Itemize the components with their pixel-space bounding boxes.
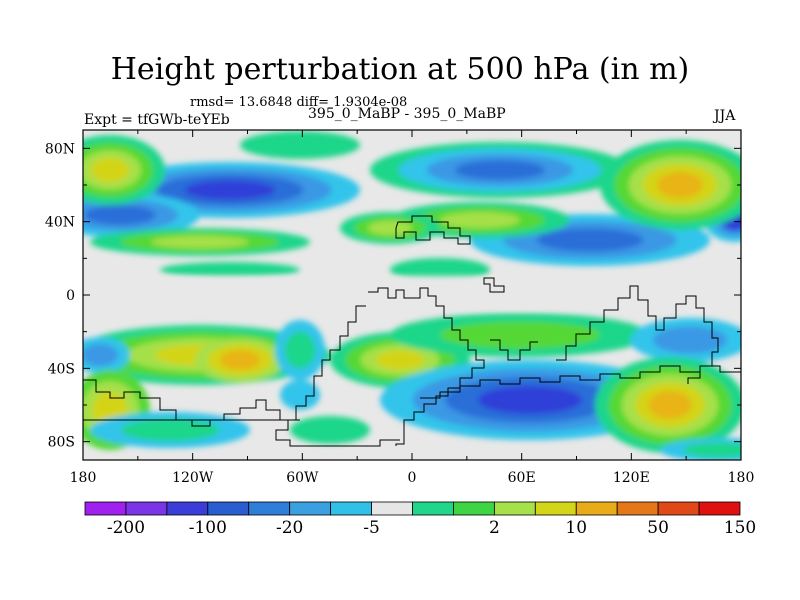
coastline-north-island <box>395 215 471 245</box>
colorbar-swatch <box>371 501 413 516</box>
colorbar-swatch <box>330 501 372 516</box>
colorbar-label: 2 <box>489 518 500 538</box>
contour-fill <box>151 235 249 249</box>
contour-fill <box>160 262 300 278</box>
colorbar-label: -100 <box>189 518 227 538</box>
contour-fill <box>290 416 370 444</box>
x-tick-label: 0 <box>408 470 417 486</box>
contour-fill <box>280 380 320 410</box>
colorbar-swatch <box>698 501 741 516</box>
colorbar-label: 150 <box>724 518 756 538</box>
contour-fill <box>440 212 520 228</box>
contour-fill <box>240 131 360 159</box>
map-axes: 180 120W 60W 0 60E 120E 180 80N 40N 0 40S 80S <box>45 130 754 486</box>
colorbar-swatch <box>166 501 209 516</box>
colorbar-swatch <box>616 501 659 516</box>
contour-fill <box>454 160 546 180</box>
colorbar-swatch <box>493 501 536 516</box>
contour-fill <box>657 172 703 198</box>
x-tick-label: 120E <box>613 470 650 486</box>
colorbar-swatch <box>575 501 618 516</box>
colorbar-swatch <box>125 501 168 516</box>
colorbar-swatch <box>657 501 700 516</box>
x-tick-label: 120W <box>172 470 214 486</box>
contour-fill <box>120 418 220 442</box>
contour-fill <box>653 326 727 354</box>
contour-fill <box>477 386 583 414</box>
contour-fill <box>184 180 276 200</box>
map-title: Height perturbation at 500 hPa (in m) <box>110 52 690 87</box>
contour-fill <box>367 220 413 236</box>
subtitle-label: 395_0_MaBP - 395_0_MaBP <box>308 106 506 122</box>
coastline-america <box>275 305 400 447</box>
x-tick-label: 60E <box>508 470 536 486</box>
colorbar-label: -5 <box>363 518 380 538</box>
x-tick-label: 180 <box>70 470 97 486</box>
coastline-south <box>83 379 296 427</box>
y-tick-label: 40N <box>45 215 75 231</box>
statistics-label: rmsd= 13.6848 diff= 1.9304e-08 <box>190 95 408 110</box>
contour-fill <box>440 321 600 349</box>
x-tick-label: 60W <box>286 470 319 486</box>
coastline-antarctic <box>420 365 741 399</box>
y-tick-label: 80N <box>45 141 75 157</box>
x-tick-label: 180 <box>728 470 755 486</box>
colorbar-swatch <box>534 501 577 516</box>
height-perturbation-field <box>83 131 741 460</box>
colorbar-swatch <box>453 501 495 516</box>
contour-fill <box>220 350 260 370</box>
y-tick-label: 80S <box>48 435 75 451</box>
equatorial-neutral-band <box>83 276 741 310</box>
contour-fill <box>284 331 316 369</box>
coastline-asia <box>556 285 719 384</box>
coastline-small-island <box>483 277 505 293</box>
coastlines <box>83 215 741 447</box>
colorbar-label: 50 <box>647 518 669 538</box>
contour-fill <box>84 205 156 225</box>
coastline-africa <box>368 287 485 446</box>
colorbar-swatch <box>207 501 250 516</box>
experiment-label: Expt = tfGWb-teYEb <box>84 112 230 128</box>
y-tick-label: 40S <box>48 361 75 377</box>
colorbar-swatch <box>412 501 454 516</box>
colorbar-label: -200 <box>107 518 145 538</box>
contour-fill <box>648 391 692 419</box>
colorbar-label: -20 <box>276 518 303 538</box>
season-label: JJA <box>714 108 736 124</box>
colorbar-swatch <box>289 501 332 516</box>
colorbar-swatch <box>248 501 291 516</box>
colorbar-swatch <box>84 501 127 516</box>
contour-fill <box>375 350 425 370</box>
contour-fill <box>683 442 741 458</box>
y-tick-label: 0 <box>66 288 75 304</box>
contour-fill <box>536 228 644 252</box>
color-legend: -200 -100 -20 -5 2 10 50 150 <box>84 501 756 538</box>
contour-fill <box>83 343 119 367</box>
colorbar-label: 10 <box>565 518 587 538</box>
contour-fill <box>90 157 130 183</box>
coastline-india <box>490 339 538 361</box>
